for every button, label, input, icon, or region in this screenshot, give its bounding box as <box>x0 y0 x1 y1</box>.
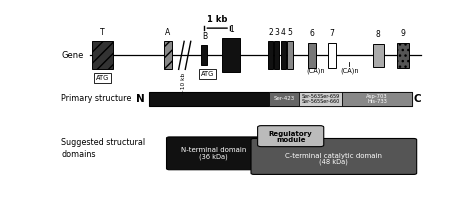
Text: Ser-423: Ser-423 <box>273 96 294 101</box>
FancyBboxPatch shape <box>166 137 261 170</box>
Bar <box>373 44 383 67</box>
Text: N-terminal domain: N-terminal domain <box>181 147 246 153</box>
Text: 3: 3 <box>274 28 279 37</box>
Text: 9: 9 <box>400 29 405 38</box>
FancyBboxPatch shape <box>251 139 417 174</box>
Bar <box>287 41 293 69</box>
Text: Primary structure: Primary structure <box>61 94 131 103</box>
Text: T: T <box>100 28 105 37</box>
Bar <box>328 43 336 68</box>
Bar <box>149 92 412 106</box>
Text: His-733: His-733 <box>367 99 387 104</box>
Text: ATG: ATG <box>201 71 214 77</box>
Text: N: N <box>136 94 145 104</box>
Text: 7: 7 <box>329 29 334 38</box>
Text: 8: 8 <box>376 30 381 39</box>
Text: 5: 5 <box>288 28 292 37</box>
FancyBboxPatch shape <box>258 126 324 147</box>
Text: 1 kb: 1 kb <box>207 15 228 24</box>
Text: (CA)n: (CA)n <box>340 68 359 74</box>
Text: Gene: Gene <box>61 51 83 60</box>
Bar <box>222 38 240 73</box>
Text: Ser-565Ser-660: Ser-565Ser-660 <box>301 99 340 104</box>
Bar <box>299 92 342 106</box>
Bar <box>268 41 273 69</box>
Text: Asp-703: Asp-703 <box>366 94 388 99</box>
Text: ATG: ATG <box>96 75 109 81</box>
Text: 2: 2 <box>268 28 273 37</box>
Text: B: B <box>202 32 207 41</box>
Text: C-terminal catalytic domain: C-terminal catalytic domain <box>285 153 383 159</box>
Bar <box>308 43 316 68</box>
Text: 1: 1 <box>229 25 234 34</box>
Bar <box>269 92 299 106</box>
Text: (48 kDa): (48 kDa) <box>319 159 348 165</box>
Text: ~10 kb: ~10 kb <box>181 73 185 95</box>
Text: 6: 6 <box>310 29 314 38</box>
Text: (36 kDa): (36 kDa) <box>199 154 228 160</box>
Text: Suggested structural
domains: Suggested structural domains <box>61 138 145 159</box>
Bar <box>281 41 286 69</box>
Bar <box>92 41 113 69</box>
Bar <box>342 92 412 106</box>
Text: module: module <box>276 137 305 143</box>
Bar <box>164 41 172 69</box>
Bar <box>274 41 279 69</box>
Text: (CA)n: (CA)n <box>307 68 325 74</box>
Text: A: A <box>165 28 170 37</box>
Bar <box>201 45 207 65</box>
Text: Ser-563Ser-659: Ser-563Ser-659 <box>301 94 340 99</box>
Bar <box>397 43 409 68</box>
Text: 4: 4 <box>281 28 286 37</box>
Text: C: C <box>414 94 421 104</box>
Text: Regulatory: Regulatory <box>269 131 312 137</box>
